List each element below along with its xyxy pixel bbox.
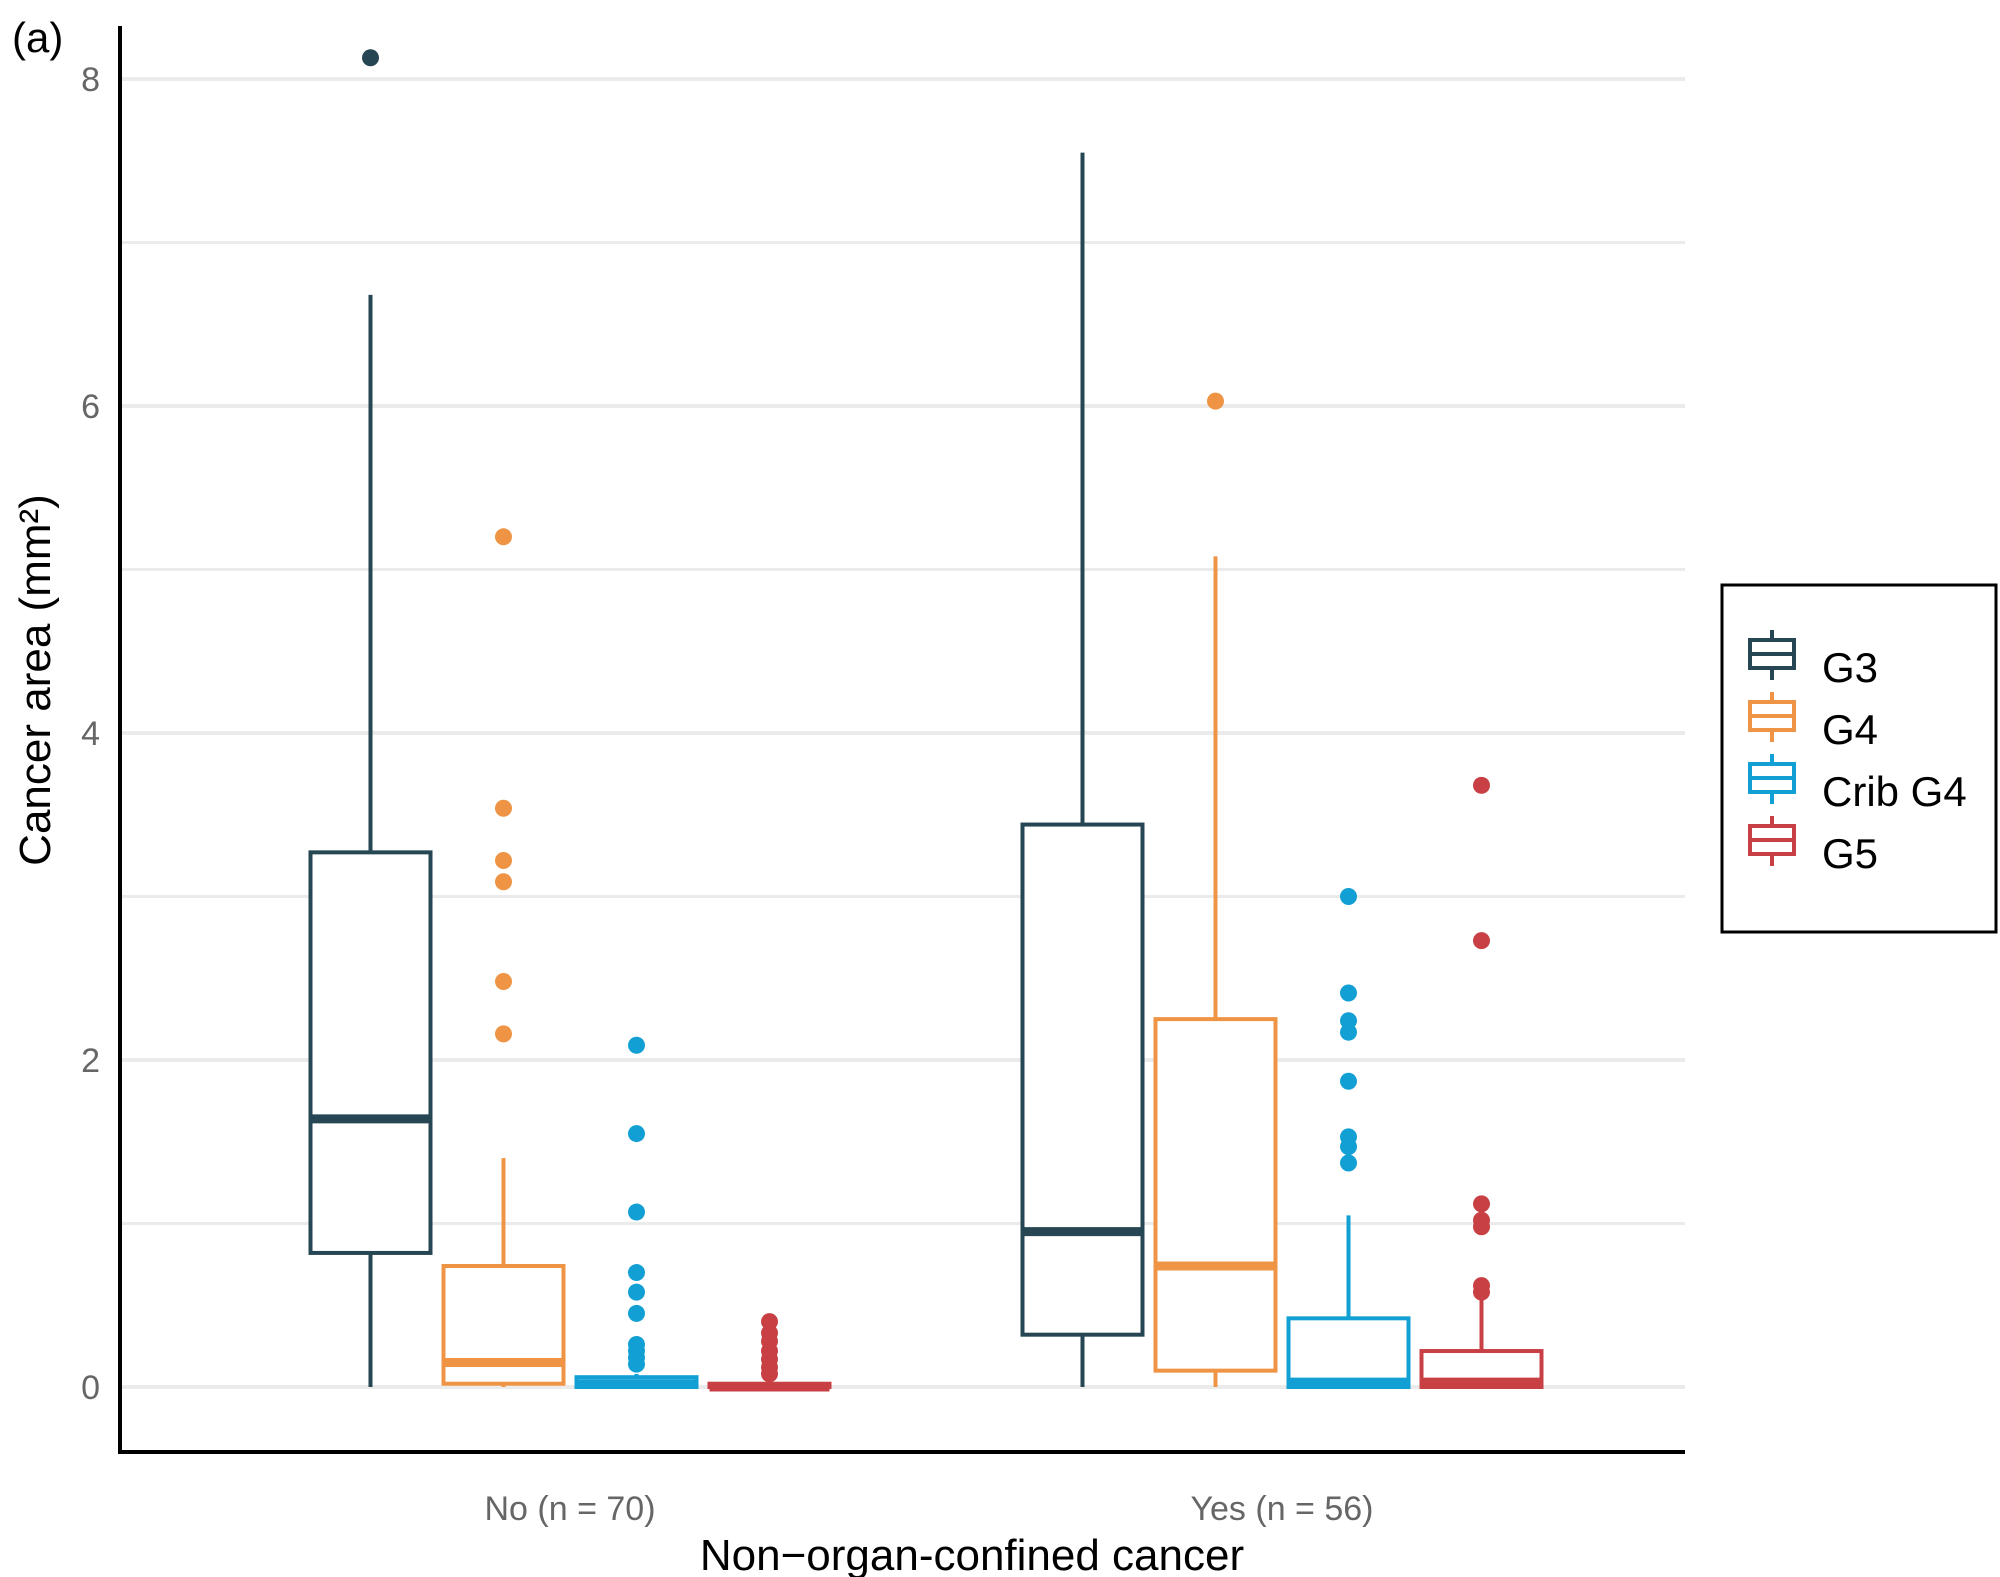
legend-item: G3 (1748, 630, 1878, 691)
outlier-point (628, 1036, 645, 1054)
outlier-point (628, 1203, 645, 1221)
panel-label: (a) (12, 14, 63, 61)
box (441, 528, 566, 1387)
legend-label: Crib G4 (1822, 768, 1967, 815)
outlier-point (1473, 1218, 1490, 1236)
series-g5 (707, 776, 1544, 1392)
x-tick-label: Yes (n = 56) (1190, 1490, 1373, 1528)
outlier-point (628, 1125, 645, 1143)
outlier-point (628, 1283, 645, 1301)
outlier-point (1340, 1072, 1357, 1090)
outlier-point (761, 1365, 778, 1383)
legend-item: Crib G4 (1748, 754, 1967, 815)
outlier-point (628, 1304, 645, 1322)
legend-item: G4 (1748, 692, 1878, 753)
axes (118, 26, 1685, 1454)
box-body (1153, 1017, 1278, 1373)
boxplot-series (308, 49, 1544, 1392)
box-body (1286, 1316, 1411, 1389)
box (1286, 888, 1411, 1389)
y-tick-label: 6 (81, 388, 100, 426)
y-tick-label: 0 (81, 1369, 100, 1407)
outlier-point (1340, 984, 1357, 1002)
legend-label: G3 (1822, 644, 1878, 691)
outlier-point (495, 873, 512, 891)
box (1153, 392, 1278, 1387)
outlier-point (628, 1264, 645, 1282)
outlier-point (628, 1355, 645, 1373)
y-tick-label: 8 (81, 61, 100, 99)
outlier-point (1473, 1283, 1490, 1301)
legend-frame (1720, 583, 1998, 934)
box (707, 1313, 832, 1392)
legend-item: G5 (1748, 816, 1878, 877)
series-g4 (441, 392, 1278, 1387)
outlier-point (1340, 1138, 1357, 1156)
x-tick-labels: No (n = 70) Yes (n = 56) (484, 1490, 1373, 1528)
outlier-point (1473, 932, 1490, 950)
outlier-point (1340, 1023, 1357, 1041)
outlier-point (495, 973, 512, 991)
legend-items: G3 G4 Crib G4 G5 (1748, 630, 1967, 877)
x-axis-title: Non−organ-confined cancer (700, 1531, 1244, 1577)
box (1020, 152, 1145, 1387)
y-tick-labels: 0 2 4 6 8 (81, 61, 100, 1407)
y-tick-label: 2 (81, 1042, 100, 1080)
outlier-point (495, 852, 512, 870)
box-body (308, 850, 433, 1255)
box (308, 49, 433, 1387)
legend-label: G5 (1822, 830, 1878, 877)
box-body (1020, 822, 1145, 1337)
y-tick-label: 4 (81, 715, 100, 753)
box (574, 1036, 699, 1389)
outlier-point (495, 1025, 512, 1043)
outlier-point (1340, 888, 1357, 905)
outlier-point (495, 799, 512, 817)
y-axis-title: Cancer area (mm²) (11, 494, 60, 866)
outlier-point (1473, 1195, 1490, 1213)
outlier-point (1207, 392, 1224, 410)
x-tick-label: No (n = 70) (484, 1490, 655, 1528)
outlier-point (362, 49, 379, 67)
legend: G3 G4 Crib G4 G5 (1720, 583, 1998, 934)
series-crib-g4 (574, 888, 1411, 1389)
series-g3 (308, 49, 1145, 1387)
outlier-point (1473, 776, 1490, 794)
outlier-point (495, 528, 512, 546)
legend-label: G4 (1822, 706, 1878, 753)
box (1419, 776, 1544, 1390)
outlier-point (1340, 1154, 1357, 1172)
